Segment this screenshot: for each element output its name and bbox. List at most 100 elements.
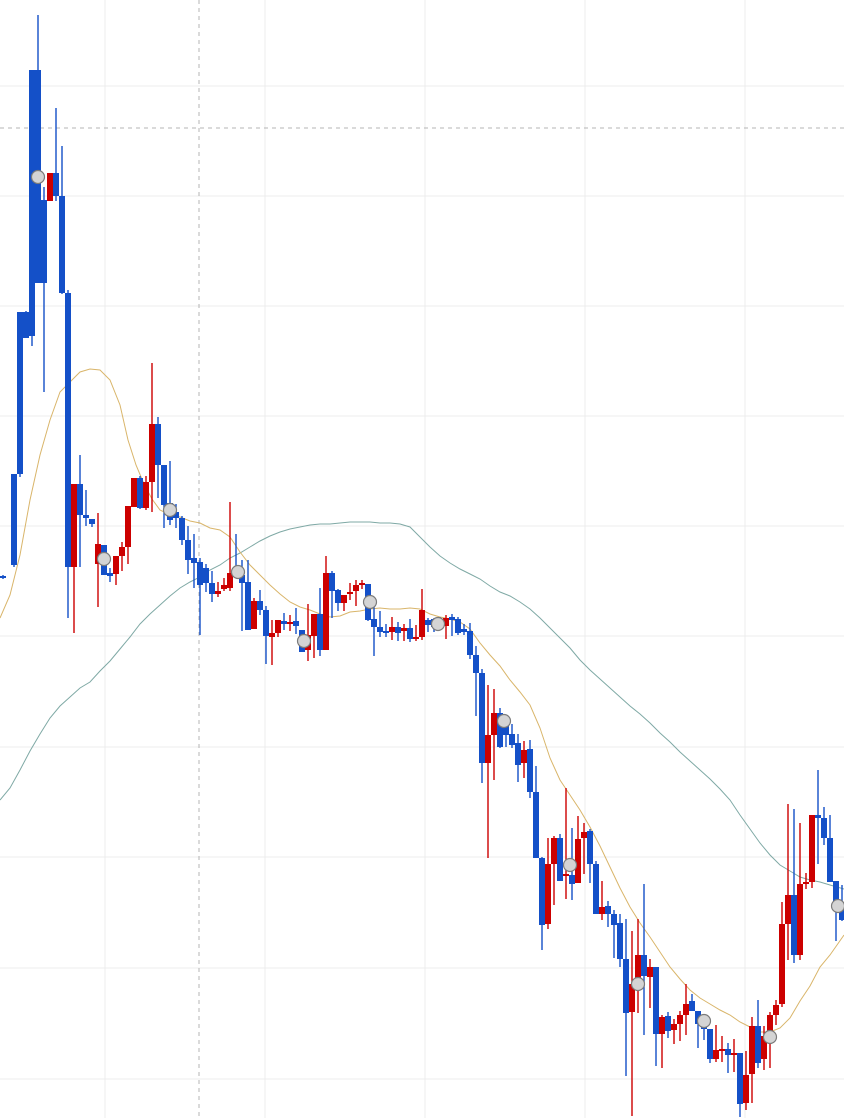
candle xyxy=(749,1017,755,1103)
candle xyxy=(719,1036,725,1062)
candle xyxy=(551,836,557,905)
candle xyxy=(23,311,29,338)
candle xyxy=(185,526,191,574)
candle xyxy=(251,598,257,629)
candle xyxy=(191,534,197,588)
signal-marker xyxy=(430,616,446,632)
candle-body xyxy=(677,1015,683,1024)
candle xyxy=(425,618,431,632)
candle-body xyxy=(707,1029,713,1059)
candle-body xyxy=(785,895,791,924)
candle xyxy=(455,617,461,635)
candle-body xyxy=(545,864,551,924)
candle-body xyxy=(587,831,593,864)
candle xyxy=(629,931,635,1116)
candle xyxy=(707,1029,713,1063)
candle xyxy=(671,1019,677,1044)
candle xyxy=(371,605,377,656)
candle xyxy=(53,108,59,201)
candle-body xyxy=(251,601,257,629)
candle xyxy=(155,417,161,498)
candle-body xyxy=(143,482,149,508)
candle xyxy=(83,490,89,526)
candle-body xyxy=(263,610,269,636)
candle xyxy=(71,484,77,633)
candle xyxy=(713,1025,719,1062)
candle-body xyxy=(743,1075,749,1103)
candle-body xyxy=(257,601,263,610)
candle xyxy=(533,766,539,858)
candle xyxy=(227,502,233,591)
candle xyxy=(263,606,269,664)
candle xyxy=(659,1015,665,1068)
candle-body xyxy=(617,923,623,959)
candle xyxy=(329,571,335,618)
candle-body xyxy=(635,955,641,984)
candle xyxy=(215,582,221,597)
candle-body xyxy=(389,627,395,632)
candle-body xyxy=(761,1036,767,1059)
candle-body xyxy=(671,1024,677,1030)
candle-body xyxy=(311,614,317,636)
candle xyxy=(41,187,47,392)
candle xyxy=(203,564,209,592)
candle-body xyxy=(503,724,509,735)
candle xyxy=(773,1000,779,1025)
candle xyxy=(743,1051,749,1110)
candle-body xyxy=(161,465,167,505)
candle xyxy=(521,741,527,778)
candle xyxy=(689,994,695,1011)
candle-body xyxy=(803,882,809,884)
candle-body xyxy=(605,906,611,914)
candle-body xyxy=(797,884,803,955)
candle xyxy=(491,689,497,780)
candle-body xyxy=(623,959,629,1013)
candle-body xyxy=(473,655,479,673)
candle xyxy=(347,583,353,600)
candle-body xyxy=(515,743,521,765)
candle xyxy=(341,595,347,611)
candle-body xyxy=(755,1026,761,1063)
candle xyxy=(803,873,809,889)
candle-body xyxy=(11,474,17,565)
candle xyxy=(443,615,449,639)
candle-body xyxy=(71,484,77,567)
candle-body xyxy=(611,914,617,925)
signal-marker xyxy=(830,898,844,914)
candle xyxy=(209,571,215,602)
candle-body xyxy=(323,573,329,650)
candle xyxy=(791,809,797,963)
candle-body xyxy=(29,70,35,336)
candle xyxy=(611,910,617,958)
candle-body xyxy=(353,585,359,591)
candle xyxy=(281,613,287,630)
signal-markers xyxy=(30,169,844,1045)
candle-body xyxy=(749,1026,755,1074)
candle xyxy=(635,919,641,1013)
candle xyxy=(821,807,827,845)
candle xyxy=(539,857,545,950)
candle xyxy=(665,1012,671,1038)
candle-body xyxy=(197,562,203,585)
candle xyxy=(479,669,485,783)
candle xyxy=(125,506,131,564)
candle xyxy=(461,624,467,635)
candle-body xyxy=(287,622,293,624)
candle-body xyxy=(461,629,467,632)
candle-body xyxy=(407,628,413,639)
candle xyxy=(323,556,329,650)
candle xyxy=(755,1000,761,1068)
candle-body xyxy=(203,568,209,583)
candle xyxy=(143,476,149,510)
candle-body xyxy=(83,515,89,518)
candle-body xyxy=(425,620,431,625)
candle-body xyxy=(41,200,47,283)
candle-body xyxy=(815,815,821,818)
signal-marker xyxy=(96,551,112,567)
candle-body xyxy=(593,864,599,914)
candle-body xyxy=(689,1001,695,1011)
ma-short-line xyxy=(0,368,844,1033)
signal-marker xyxy=(762,1029,778,1045)
candle-body xyxy=(767,1015,773,1036)
